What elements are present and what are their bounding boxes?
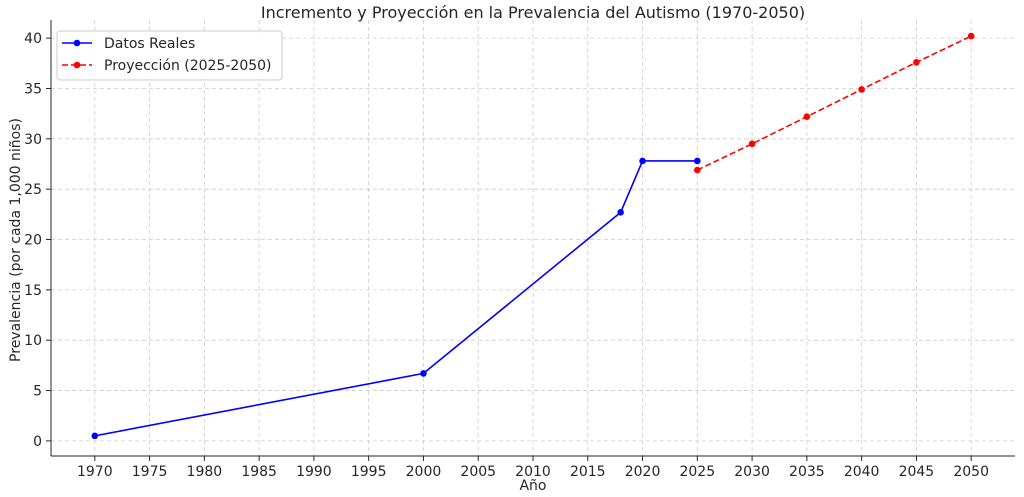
data-point <box>803 113 811 120</box>
x-tick-label: 2040 <box>844 464 880 480</box>
x-tick-label: 1970 <box>77 464 113 480</box>
data-point <box>420 370 427 377</box>
series-0 <box>91 157 701 440</box>
legend: Datos Reales Proyección (2025-2050) <box>56 30 283 81</box>
ticks: 1970 1975 1980 1985 1990 1995 2000 2005 2010 2015… <box>24 31 989 480</box>
x-tick-label: 2005 <box>460 464 496 480</box>
x-tick-label: 2010 <box>515 464 551 480</box>
y-tick-label: 15 <box>24 283 42 299</box>
data-point <box>639 157 646 165</box>
data-point <box>91 432 99 440</box>
data-point <box>617 209 624 216</box>
x-tick-label: 1995 <box>351 464 387 480</box>
y-tick-label: 0 <box>33 434 42 450</box>
series-layer <box>91 32 975 440</box>
data-point <box>694 166 701 174</box>
y-tick-label: 20 <box>24 233 42 249</box>
y-tick-label: 10 <box>24 333 42 349</box>
series-line <box>696 35 972 171</box>
y-tick-label: 25 <box>24 182 42 198</box>
x-tick-label: 2030 <box>734 464 770 480</box>
grid <box>51 20 1015 456</box>
x-tick-label: 2025 <box>679 464 715 480</box>
y-axis-label: Prevalencia (por cada 1,000 niños) <box>8 118 24 362</box>
x-tick-label: 1990 <box>296 464 332 480</box>
legend-box <box>56 30 283 81</box>
y-tick-label: 40 <box>24 31 42 47</box>
legend-marker <box>73 61 81 69</box>
y-tick-label: 5 <box>33 384 42 400</box>
data-point <box>694 157 701 165</box>
x-tick-label: 1975 <box>132 464 168 480</box>
x-tick-label: 2000 <box>406 464 442 480</box>
x-tick-label: 2050 <box>953 464 989 480</box>
data-point <box>913 58 920 66</box>
x-tick-label: 2035 <box>789 464 825 480</box>
legend-label: Datos Reales <box>104 36 195 52</box>
x-axis-label: Año <box>519 478 546 494</box>
data-point <box>967 32 975 40</box>
y-tick-label: 30 <box>24 132 42 148</box>
x-tick-label: 2020 <box>625 464 661 480</box>
series-1 <box>694 32 975 174</box>
x-tick-label: 1985 <box>241 464 277 480</box>
chart-title: Incremento y Proyección en la Prevalenci… <box>261 3 805 22</box>
x-tick-label: 1980 <box>187 464 223 480</box>
data-point <box>748 140 756 148</box>
legend-label: Proyección (2025-2050) <box>104 58 272 74</box>
series-line <box>94 160 698 437</box>
data-point <box>858 86 865 93</box>
y-tick-label: 35 <box>24 81 42 97</box>
x-tick-label: 2015 <box>570 464 606 480</box>
legend-marker <box>73 39 81 47</box>
x-tick-label: 2045 <box>899 464 935 480</box>
